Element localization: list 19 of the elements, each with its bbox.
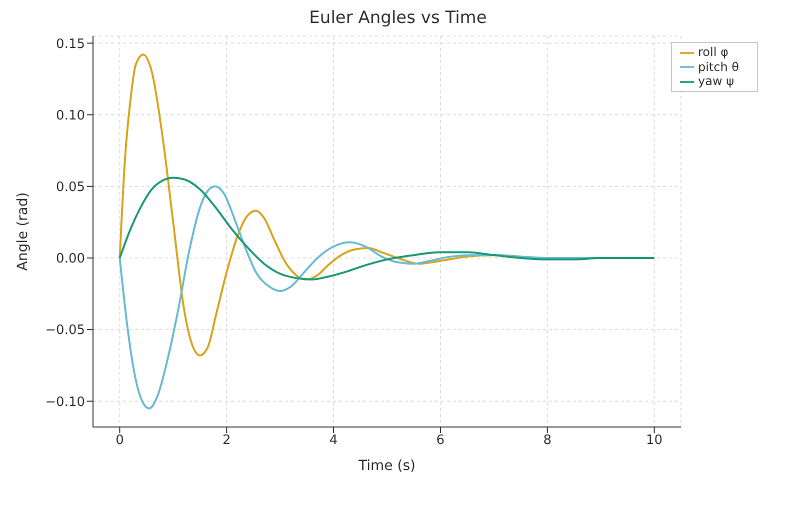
y-tick-label: −0.05	[45, 323, 85, 338]
y-tick-label: 0.15	[56, 36, 85, 52]
line-series	[118, 176, 656, 280]
y-axis-title: Angle (rad)	[14, 192, 31, 271]
x-tick-label: 4	[329, 433, 338, 448]
y-tick-label: 0.00	[56, 252, 85, 267]
x-tick-label: 10	[646, 433, 663, 448]
chart-title: Euler Angles vs Time	[308, 8, 488, 30]
legend-label: yaw ψ	[698, 74, 734, 88]
y-tick-label: −0.10	[45, 394, 85, 410]
x-tick-label: 0	[116, 433, 124, 448]
legend-label: pitch θ	[698, 60, 739, 74]
x-tick-label: 6	[436, 433, 445, 448]
y-tick-label: 0.10	[56, 108, 85, 124]
x-axis-title: Time (s)	[358, 458, 416, 474]
legend-label: roll φ	[698, 45, 728, 59]
x-tick-label: 2	[222, 433, 231, 448]
y-tick-label: 0.05	[56, 180, 85, 195]
x-tick-label: 8	[543, 433, 552, 448]
